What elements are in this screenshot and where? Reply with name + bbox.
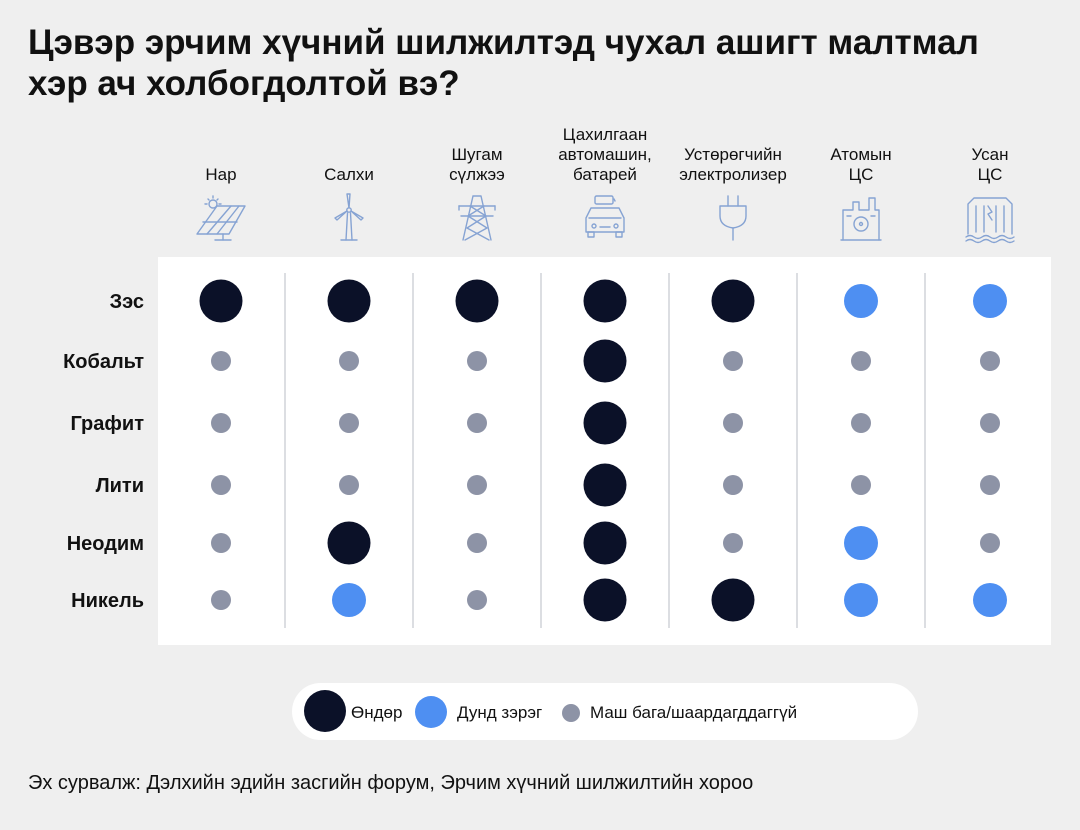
column-header-label: Шугам <box>451 145 502 164</box>
importance-dot-high <box>711 578 755 622</box>
column-header-label: ЦС <box>849 165 874 184</box>
importance-dot-low <box>467 533 487 553</box>
importance-dot-medium <box>332 583 366 617</box>
plug-icon <box>719 195 747 241</box>
importance-dot-medium <box>973 284 1007 318</box>
legend-high-dot <box>304 690 346 732</box>
importance-dot-low <box>723 351 743 371</box>
column-header-label: электролизер <box>679 165 787 184</box>
hydro-dam-icon <box>965 197 1015 244</box>
source-note: Эх сурвалж: Дэлхийн эдийн засгийн форум,… <box>28 772 754 794</box>
column-header-label: Атомын <box>830 145 891 164</box>
importance-dot-high <box>327 279 371 323</box>
column-header-label: ЦС <box>978 165 1003 184</box>
importance-dot-high <box>455 279 499 323</box>
power-tower-icon <box>458 195 496 241</box>
title-line-1: Цэвэр эрчим хүчний шилжилтэд чухал ашигт… <box>28 23 979 62</box>
importance-dot-low <box>467 590 487 610</box>
column-header-label: сүлжээ <box>449 165 505 184</box>
column-header-label: автомашин, <box>558 145 652 164</box>
column-header-label: Салхи <box>324 165 374 184</box>
row-label: Лити <box>96 475 144 497</box>
column-header-label: Цахилгаан <box>563 125 647 144</box>
column-header-label: Устөрөгчийн <box>684 145 782 164</box>
row-label: Графит <box>70 413 144 435</box>
legend-low-dot <box>562 704 580 722</box>
importance-dot-high <box>583 463 627 507</box>
importance-dot-high <box>583 339 627 383</box>
solar-panel-icon <box>196 195 246 241</box>
importance-dot-medium <box>844 526 878 560</box>
importance-dot-high <box>583 279 627 323</box>
importance-dot-low <box>339 413 359 433</box>
legend-high-label: Өндөр <box>351 703 403 722</box>
importance-dot-high <box>583 401 627 445</box>
importance-dot-low <box>467 351 487 371</box>
importance-dot-low <box>339 475 359 495</box>
importance-dot-low <box>980 533 1000 553</box>
row-label: Неодим <box>67 533 144 555</box>
importance-dot-medium <box>973 583 1007 617</box>
importance-dot-high <box>711 279 755 323</box>
importance-dot-low <box>980 413 1000 433</box>
importance-dot-high <box>199 279 243 323</box>
row-label: Кобальт <box>63 351 144 373</box>
importance-dot-low <box>211 351 231 371</box>
legend-medium-dot <box>415 696 447 728</box>
electric-car-icon <box>585 195 625 238</box>
legend-low-label: Маш бага/шаардагддаггүй <box>590 703 798 722</box>
importance-dot-low <box>211 533 231 553</box>
importance-dot-low <box>339 351 359 371</box>
importance-dot-low <box>980 475 1000 495</box>
importance-dot-high <box>583 578 627 622</box>
importance-dot-low <box>211 475 231 495</box>
importance-dot-low <box>723 475 743 495</box>
nuclear-plant-icon <box>840 197 882 241</box>
row-label: Никель <box>71 590 144 612</box>
column-header-label: Усан <box>971 145 1008 164</box>
column-header-label: батарей <box>573 165 637 184</box>
importance-dot-low <box>851 475 871 495</box>
importance-dot-medium <box>844 284 878 318</box>
importance-dot-high <box>583 521 627 565</box>
legend-medium-label: Дунд зэрэг <box>457 703 543 722</box>
importance-dot-low <box>211 413 231 433</box>
wind-turbine-icon <box>334 193 364 241</box>
importance-dot-low <box>211 590 231 610</box>
importance-dot-low <box>723 533 743 553</box>
importance-dot-medium <box>844 583 878 617</box>
title-line-2: хэр ач холбогдолтой вэ? <box>28 64 460 103</box>
importance-dot-low <box>851 351 871 371</box>
row-label: Зэс <box>110 291 144 313</box>
importance-dot-low <box>467 413 487 433</box>
page-title: Цэвэр эрчим хүчний шилжилтэд чухал ашигт… <box>28 22 1058 104</box>
column-header-label: Нар <box>205 165 236 184</box>
importance-dot-high <box>327 521 371 565</box>
importance-dot-low <box>467 475 487 495</box>
importance-dot-low <box>723 413 743 433</box>
legend: Өндөр Дунд зэрэг Маш бага/шаардагддаггүй <box>292 683 918 740</box>
importance-dot-low <box>980 351 1000 371</box>
importance-dot-low <box>851 413 871 433</box>
